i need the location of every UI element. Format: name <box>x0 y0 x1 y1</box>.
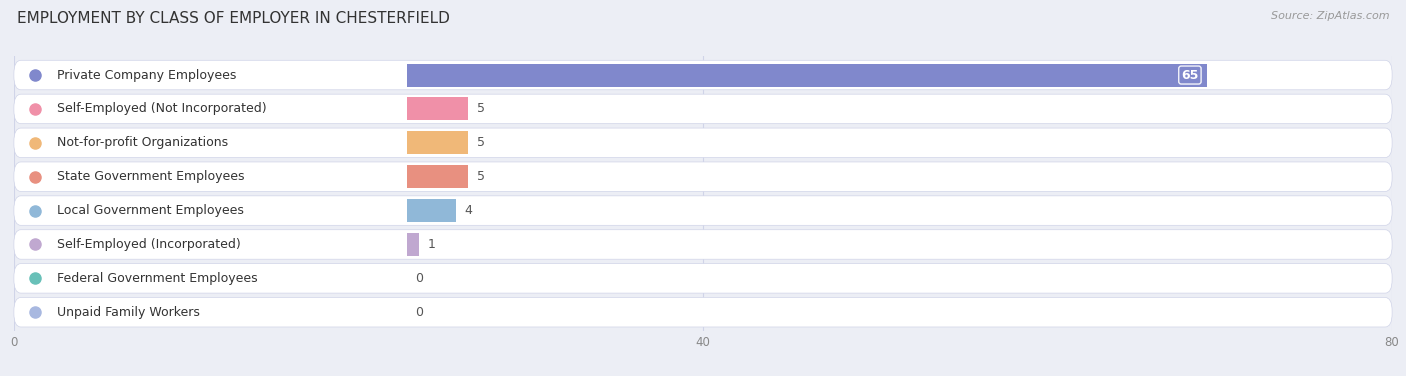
Text: Local Government Employees: Local Government Employees <box>58 204 245 217</box>
Bar <box>406 97 468 120</box>
Text: Self-Employed (Incorporated): Self-Employed (Incorporated) <box>58 238 240 251</box>
Text: Federal Government Employees: Federal Government Employees <box>58 272 257 285</box>
FancyBboxPatch shape <box>14 128 1392 158</box>
Text: 0: 0 <box>415 272 423 285</box>
FancyBboxPatch shape <box>14 297 1392 327</box>
Text: EMPLOYMENT BY CLASS OF EMPLOYER IN CHESTERFIELD: EMPLOYMENT BY CLASS OF EMPLOYER IN CHEST… <box>17 11 450 26</box>
Text: Private Company Employees: Private Company Employees <box>58 68 236 82</box>
Text: 0: 0 <box>415 306 423 319</box>
FancyBboxPatch shape <box>14 264 1392 293</box>
Bar <box>406 233 419 256</box>
Text: 5: 5 <box>477 102 485 115</box>
Text: Not-for-profit Organizations: Not-for-profit Organizations <box>58 136 228 149</box>
FancyBboxPatch shape <box>14 60 1392 90</box>
Bar <box>406 165 468 188</box>
FancyBboxPatch shape <box>14 230 1392 259</box>
FancyBboxPatch shape <box>14 162 1392 191</box>
Text: 5: 5 <box>477 136 485 149</box>
Text: Source: ZipAtlas.com: Source: ZipAtlas.com <box>1271 11 1389 21</box>
Bar <box>406 64 1208 86</box>
FancyBboxPatch shape <box>14 196 1392 225</box>
Bar <box>406 131 468 154</box>
Text: 5: 5 <box>477 170 485 183</box>
Text: 1: 1 <box>427 238 436 251</box>
Text: 65: 65 <box>1181 68 1198 82</box>
Bar <box>406 199 456 222</box>
FancyBboxPatch shape <box>14 94 1392 124</box>
Text: State Government Employees: State Government Employees <box>58 170 245 183</box>
Text: Unpaid Family Workers: Unpaid Family Workers <box>58 306 200 319</box>
Text: 4: 4 <box>464 204 472 217</box>
Text: Self-Employed (Not Incorporated): Self-Employed (Not Incorporated) <box>58 102 267 115</box>
